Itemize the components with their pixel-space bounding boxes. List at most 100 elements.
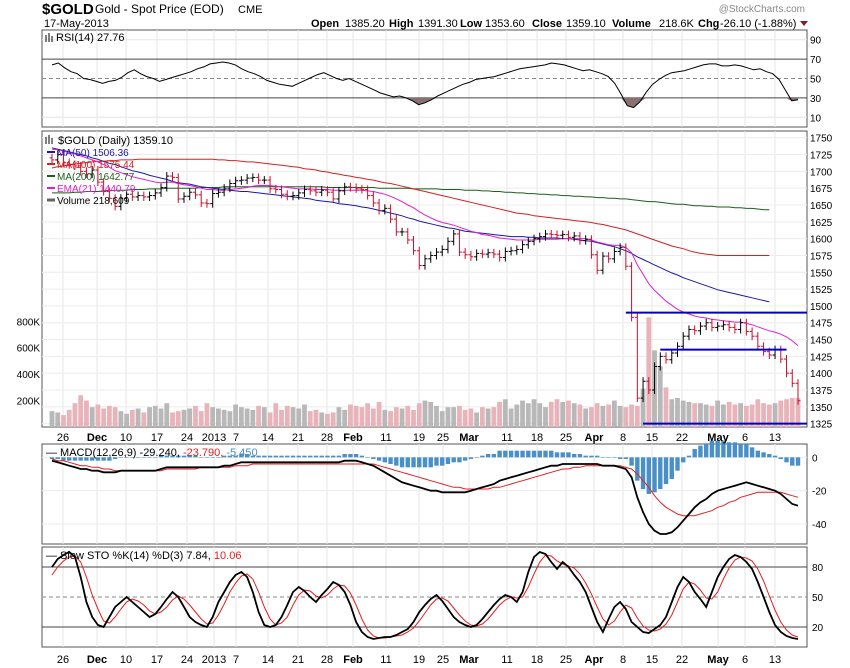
price-tick-label: 1675	[810, 184, 833, 195]
ohlc-bar	[221, 184, 227, 197]
macd-histogram-bar	[681, 457, 686, 463]
macd-histogram-bar	[566, 452, 571, 458]
ohlc-bar	[548, 229, 554, 239]
ohlc-bar	[411, 235, 417, 255]
volume-bar	[170, 412, 175, 427]
volume-bar	[393, 407, 399, 427]
volume-bar	[445, 407, 451, 427]
macd-histogram-bar	[308, 455, 313, 458]
exchange-label: CME	[238, 4, 262, 16]
ohlc-bar	[118, 194, 124, 211]
rsi-tick-label: 50	[810, 75, 822, 86]
volume-bar	[204, 403, 210, 427]
macd-histogram-bar	[468, 457, 474, 459]
x-tick-label: 18	[531, 432, 543, 444]
volume-bar	[95, 404, 101, 427]
macd-histogram-bar	[227, 455, 233, 458]
x-tick-label: 2013	[202, 432, 226, 444]
macd-histogram-bar	[89, 457, 95, 461]
ohlc-bar	[726, 320, 732, 332]
ohlc-bar	[307, 185, 313, 195]
volume-bar	[376, 401, 382, 427]
rsi-tick-label: 90	[810, 36, 822, 47]
macd-histogram-bar	[141, 457, 147, 458]
x-tick-label: 10	[120, 432, 132, 444]
volume-bar	[198, 411, 204, 427]
volume-bar	[795, 398, 801, 427]
ohlc-bar	[324, 186, 330, 197]
macd-histogram-bar	[153, 457, 158, 458]
x-tick-label: 25	[437, 432, 449, 444]
ohlc-bar	[502, 247, 508, 262]
macd-histogram-bar	[572, 454, 577, 458]
macd-histogram-bar	[124, 457, 129, 458]
macd-histogram-bar	[359, 455, 365, 458]
ohlc-bar	[485, 248, 491, 259]
x-tick-label: Feb	[343, 432, 363, 444]
macd-histogram-bar	[669, 457, 674, 479]
volume-bar	[520, 400, 525, 427]
macd-histogram-bar	[790, 457, 795, 466]
macd-histogram-bar	[181, 455, 187, 458]
volume-bar	[451, 407, 457, 427]
low-label: Low	[460, 18, 482, 30]
ohlc-bar	[703, 318, 709, 331]
ohlc-bar	[686, 325, 692, 341]
volume-bar	[330, 412, 336, 427]
rsi-tick-label: 30	[810, 94, 822, 105]
volume-tick-label: 400K	[17, 370, 41, 381]
macd-label: — MACD(12,26,9) -29.240, -23.790, -5.450	[46, 447, 258, 459]
x-tick-label: 7	[233, 432, 239, 444]
volume-bar	[749, 404, 755, 427]
macd-histogram-bar	[560, 452, 565, 458]
volume-bar	[175, 411, 181, 427]
volume-bar	[353, 405, 359, 427]
ohlc-bar	[106, 187, 112, 203]
volume-bar	[370, 408, 376, 427]
x-tick-label: 15	[646, 432, 658, 444]
macd-histogram-bar	[485, 454, 491, 458]
price-tick-label: 1500	[810, 302, 833, 313]
price-tick-label: 1350	[810, 403, 833, 414]
macd-histogram-bar	[462, 457, 468, 461]
macd-histogram-bar	[118, 457, 124, 458]
high-value: 1391.30	[418, 18, 458, 30]
ohlc-bar	[456, 229, 462, 257]
chg-value: -26.10 (-1.88%)	[720, 18, 796, 30]
volume-bar	[244, 408, 250, 427]
volume-bar	[646, 317, 652, 427]
volume-bar	[485, 408, 491, 427]
ohlc-bar	[565, 230, 571, 242]
macd-histogram-bar	[451, 457, 456, 463]
volume-bar	[766, 404, 772, 427]
macd-histogram-bar	[606, 457, 611, 458]
macd-histogram-bar	[285, 455, 290, 458]
ohlc-bar	[296, 188, 302, 200]
ohlc-bar	[330, 188, 336, 203]
ohlc-bar	[290, 191, 296, 201]
volume-bar	[577, 404, 583, 427]
volume-bar	[78, 395, 84, 427]
ohlc-bar	[795, 379, 801, 405]
ohlc-bar	[158, 183, 164, 197]
open-label: Open	[311, 18, 339, 30]
volume-bar	[106, 405, 112, 427]
ohlc-bar	[388, 204, 394, 224]
volume-bar	[462, 409, 468, 427]
price-tick-label: 1325	[810, 420, 833, 431]
macd-histogram-bar	[405, 457, 410, 468]
ohlc-bar	[267, 176, 273, 193]
volume-bar	[210, 407, 216, 427]
ohlc-bar	[451, 229, 457, 246]
volume-bar	[514, 404, 520, 427]
ohlc-bar	[554, 230, 560, 240]
ema21-line	[51, 148, 799, 346]
volume-bar	[365, 403, 371, 427]
ohlc-bar	[210, 189, 216, 208]
ohlc-bar	[89, 165, 95, 179]
close-value: 1359.10	[566, 18, 606, 30]
volume-bar	[405, 405, 411, 427]
macd-histogram-bar	[49, 457, 55, 459]
ohlc-bar	[514, 245, 520, 255]
macd-histogram-bar	[795, 457, 801, 466]
